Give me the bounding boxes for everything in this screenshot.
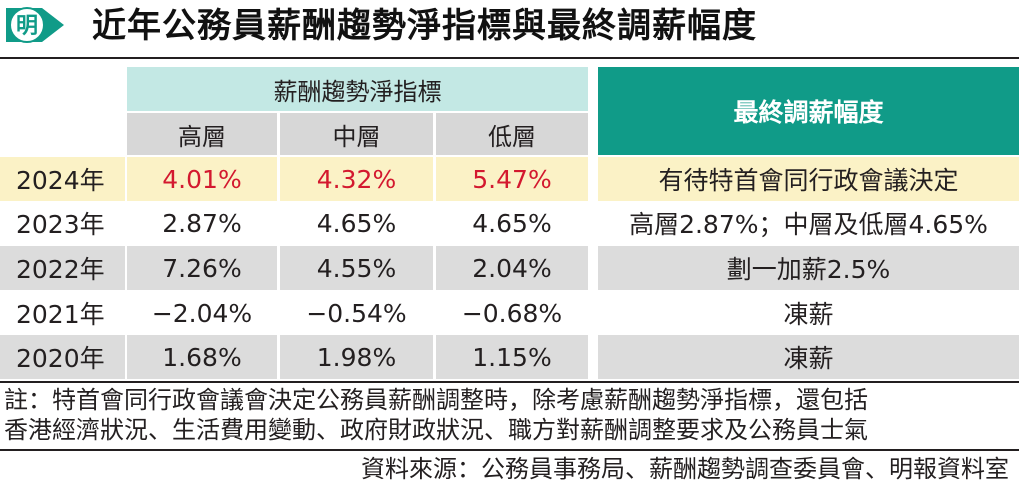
high-cell: 1.68% (127, 335, 277, 379)
source-credit: 資料來源：公務員事務局、薪酬趨勢調查委員會、明報資料室 (361, 455, 1009, 483)
note-line-2: 香港經濟狀況、生活費用變動、政府財政狀況、職方對薪酬調整要求及公務員士氣 (4, 416, 868, 444)
low-cell: 4.65% (472, 208, 552, 238)
subheader-high: 高層 (127, 113, 277, 155)
low-cell: 5.47% (436, 157, 588, 201)
top-divider (0, 57, 1019, 59)
year-cell: 2023年 (16, 210, 105, 239)
final-cell: 有待特首會同行政會議決定 (598, 157, 1019, 201)
high-cell: 4.01% (127, 157, 277, 201)
page-title: 近年公務員薪酬趨勢淨指標與最終調薪幅度 (92, 6, 757, 46)
year-cell: 2024年 (0, 157, 125, 201)
mid-cell: 4.55% (280, 246, 433, 290)
year-cell: 2021年 (16, 300, 105, 329)
mid-cell: 4.32% (280, 157, 433, 201)
note-line-1: 註：特首會同行政會議會決定公務員薪酬調整時，除考慮薪酬趨勢淨指標，還包括 (4, 386, 868, 414)
low-cell: 2.04% (436, 246, 588, 290)
low-cell: 1.15% (436, 335, 588, 379)
low-cell: −0.68% (461, 298, 563, 328)
mid-cell: −0.54% (306, 298, 407, 328)
notes-divider (0, 381, 1019, 383)
header-corner (0, 67, 125, 155)
high-cell: −2.04% (151, 298, 253, 328)
logo-text: 明 (16, 14, 38, 39)
mid-cell: 1.98% (280, 335, 433, 379)
source-divider (0, 449, 1019, 451)
final-cell: 高層2.87%；中層及低層4.65% (629, 210, 988, 239)
subheader-low: 低層 (436, 113, 588, 155)
year-cell: 2022年 (0, 246, 125, 290)
group-header: 薪酬趨勢淨指標 (127, 67, 588, 111)
subheader-mid: 中層 (280, 113, 433, 155)
mid-cell: 4.65% (316, 208, 397, 238)
final-cell: 劃一加薪2.5% (598, 246, 1019, 290)
final-cell: 凍薪 (783, 300, 834, 329)
header: 明 近年公務員薪酬趨勢淨指標與最終調薪幅度 (0, 0, 1019, 52)
high-cell: 7.26% (127, 246, 277, 290)
year-cell: 2020年 (0, 335, 125, 379)
mingpao-logo-icon: 明 (6, 7, 64, 43)
high-cell: 2.87% (162, 208, 242, 238)
final-header: 最終調薪幅度 (598, 67, 1019, 155)
final-cell: 凍薪 (598, 335, 1019, 379)
